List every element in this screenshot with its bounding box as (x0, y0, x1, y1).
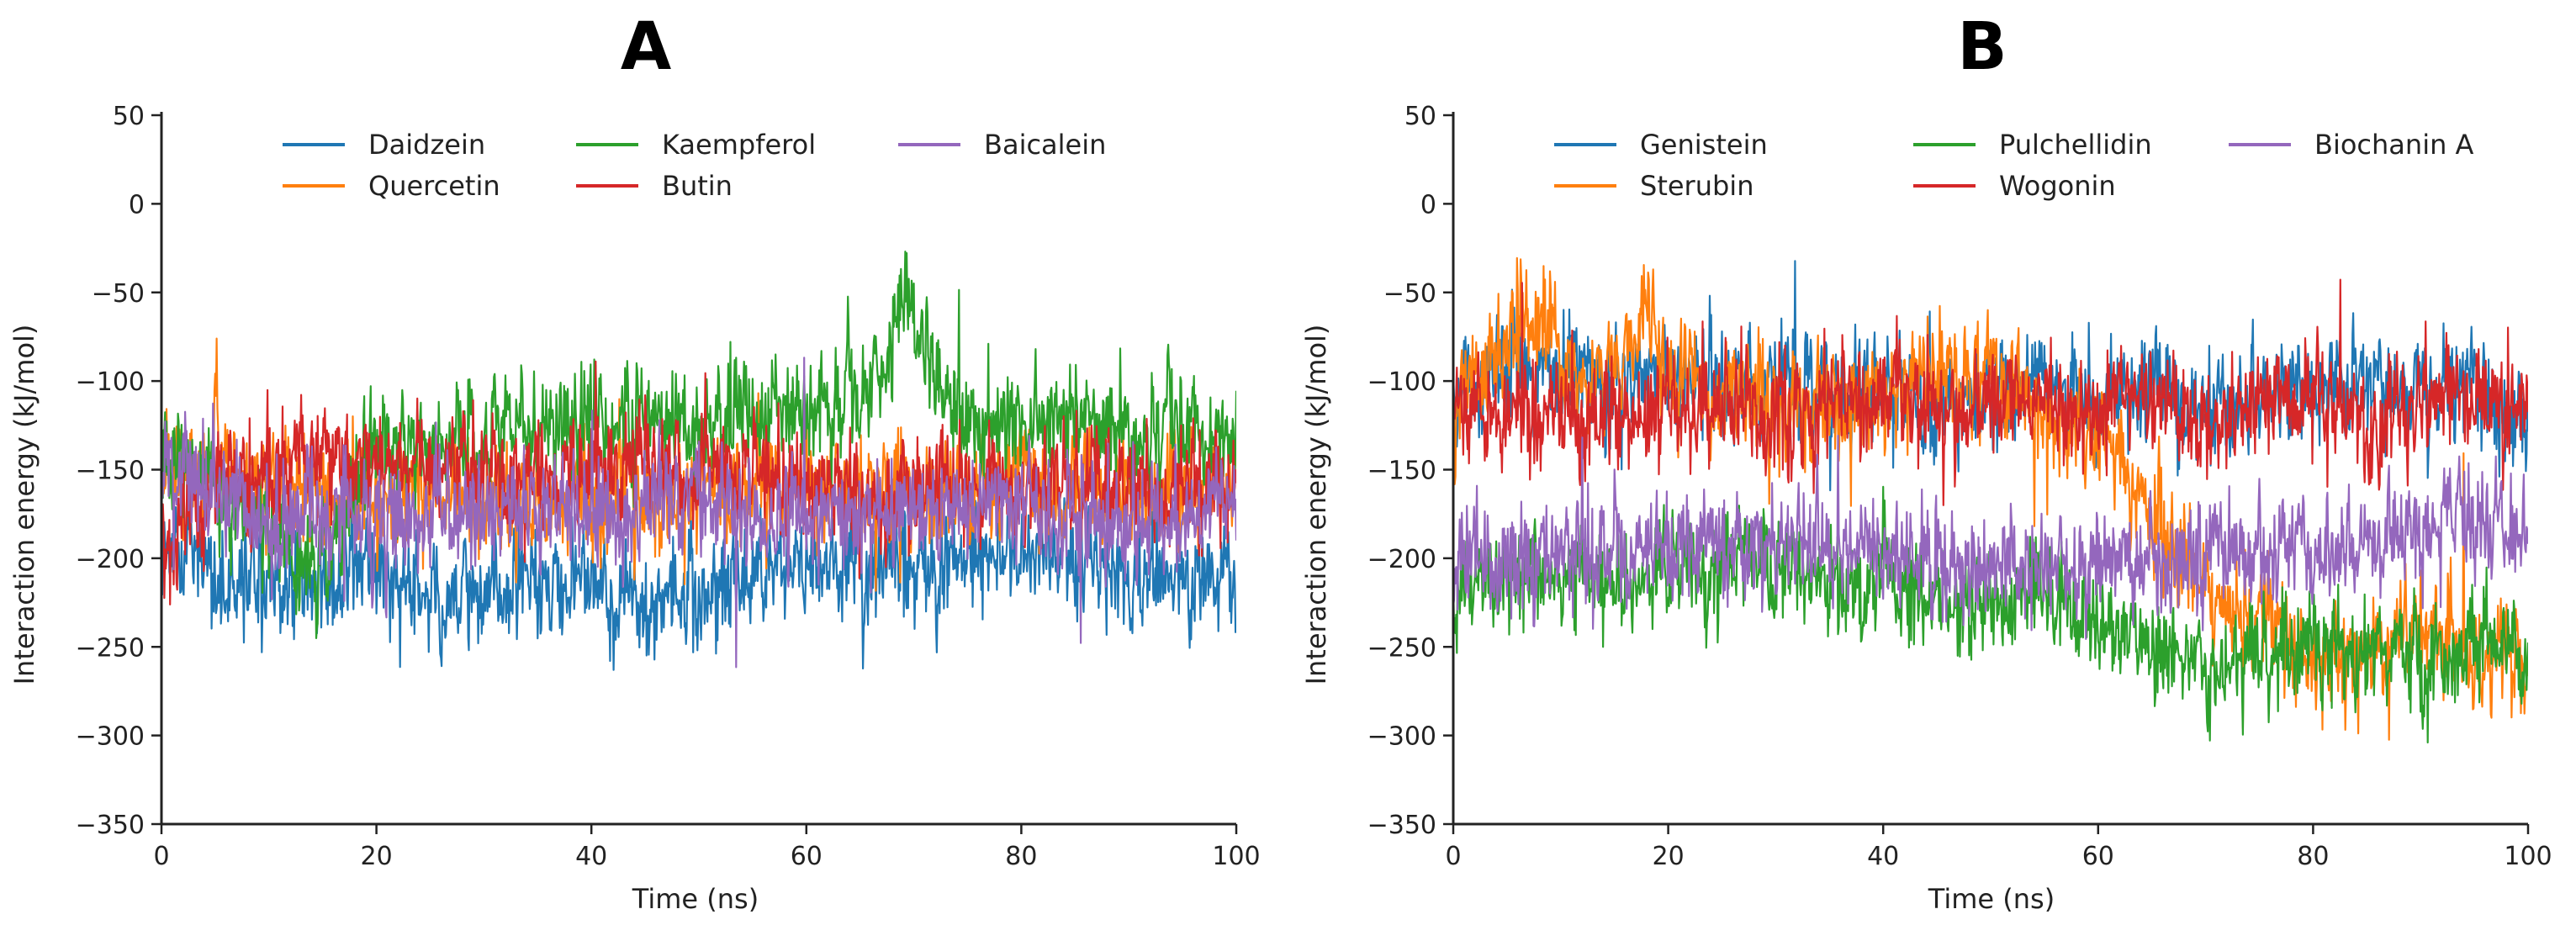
panel-a-y-tick-label: −100 (76, 367, 145, 397)
panel-a-x-tick-label: 20 (361, 842, 393, 871)
panel-a-legend-item: Quercetin (283, 170, 500, 202)
panel-a-y-tick-label: −250 (76, 633, 145, 663)
panel-b-y-tick-label: −350 (1367, 811, 1436, 840)
panel-b-legend-label: Sterubin (1640, 170, 1753, 202)
panel-b-x-tick-label: 80 (2297, 842, 2329, 871)
panel-a-x-tick-label: 60 (791, 842, 823, 871)
panel-b-legend-item: Genistein (1554, 129, 1768, 161)
panel-a-legend-item: Baicalein (898, 129, 1106, 161)
panel-a-plot-area (161, 251, 1236, 671)
panel-b-title: B (1957, 9, 2007, 85)
panel-b-legend-label: Genistein (1640, 129, 1768, 161)
panel-b-y-tick-label: 50 (1404, 102, 1436, 131)
panel-a-legend-item: Kaempferol (576, 129, 816, 161)
panel-a-y-tick-label: −350 (76, 811, 145, 840)
panel-a-y-tick-label: 0 (129, 190, 145, 219)
panel-b-y-tick-label: 0 (1420, 190, 1436, 219)
panel-b-y-tick-label: −150 (1367, 457, 1436, 486)
panel-b-x-axis-title: Time (ns) (1928, 883, 2055, 915)
panel-b-x-tick-label: 100 (2504, 842, 2552, 871)
panel-a-y-axis-title: Interaction energy (kJ/mol) (8, 325, 40, 685)
panel-b-x-tick-label: 60 (2082, 842, 2114, 871)
panel-a-legend-label: Kaempferol (662, 129, 816, 161)
panel-b-y-tick-label: −300 (1367, 722, 1436, 752)
panel-a-series-baicalein (161, 357, 1236, 669)
panel-b-y-axis-title: Interaction energy (kJ/mol) (1300, 325, 1332, 685)
panel-b-legend-item: Pulchellidin (1913, 129, 2152, 161)
panel-a-y-tick-label: −300 (76, 722, 145, 752)
panel-a-x-tick-label: 0 (153, 842, 169, 871)
panel-b-x-tick-label: 40 (1867, 842, 1899, 871)
panel-a-y-tick-label: −150 (76, 457, 145, 486)
panel-a-legend: Daidzein Quercetin Kaempferol Butin Baicalei… (283, 129, 1106, 202)
panel-b-y-tick-label: −100 (1367, 367, 1436, 397)
panel-a-legend-label: Butin (662, 170, 733, 202)
panel-b-axes: 0 20 40 60 80 100 50 0 −50 −100 −150 −200 −250 −300 −3… (1367, 102, 2552, 871)
panel-a-legend-label: Baicalein (984, 129, 1106, 161)
panel-b-series-biochanin-a (1453, 434, 2528, 640)
panel-a-y-tick-label: −200 (76, 545, 145, 574)
panel-a-legend-item: Butin (576, 170, 733, 202)
panel-a-series-kaempferol (161, 251, 1236, 639)
panel-b-y-tick-label: −200 (1367, 545, 1436, 574)
panel-a: A 0 20 40 60 80 100 50 0 −50 −100 −150 −200 −250 −300… (8, 9, 1261, 915)
panel-b-legend-label: Wogonin (1999, 170, 2116, 202)
panel-a-x-tick-label: 40 (575, 842, 607, 871)
panel-a-legend-label: Quercetin (368, 170, 500, 202)
panel-b-legend-item: Sterubin (1554, 170, 1753, 202)
panel-b-legend-item: Biochanin A (2229, 129, 2474, 161)
panel-b-x-tick-label: 0 (1445, 842, 1461, 871)
panel-b-x-tick-label: 20 (1653, 842, 1685, 871)
panel-a-axes: 0 20 40 60 80 100 50 0 −50 −100 −150 −200 −250 −300 −3… (76, 102, 1261, 871)
panel-b-series-pulchellidin (1453, 485, 2528, 744)
panel-b-legend-item: Wogonin (1913, 170, 2116, 202)
panel-b-legend-label: Pulchellidin (1999, 129, 2152, 161)
panel-a-legend-item: Daidzein (283, 129, 485, 161)
panel-b-plot-area (1453, 256, 2528, 744)
panel-a-x-tick-label: 100 (1212, 842, 1260, 871)
panel-b-y-tick-label: −250 (1367, 633, 1436, 663)
panel-b-series-wogonin (1453, 278, 2528, 506)
panel-a-legend-label: Daidzein (368, 129, 485, 161)
panel-a-title: A (621, 9, 671, 85)
panel-a-x-axis-title: Time (ns) (632, 883, 759, 915)
panel-b-y-tick-label: −50 (1383, 279, 1436, 309)
panel-b: B 0 20 40 60 80 100 50 0 −50 −100 −150 −200 −250 −300… (1300, 9, 2552, 915)
panel-a-x-tick-label: 80 (1005, 842, 1037, 871)
panel-a-y-tick-label: 50 (113, 102, 145, 131)
panel-b-legend: Genistein Sterubin Pulchellidin Wogonin Bioc… (1554, 129, 2474, 202)
panel-a-y-tick-label: −50 (92, 279, 145, 309)
panel-b-legend-label: Biochanin A (2314, 129, 2474, 161)
